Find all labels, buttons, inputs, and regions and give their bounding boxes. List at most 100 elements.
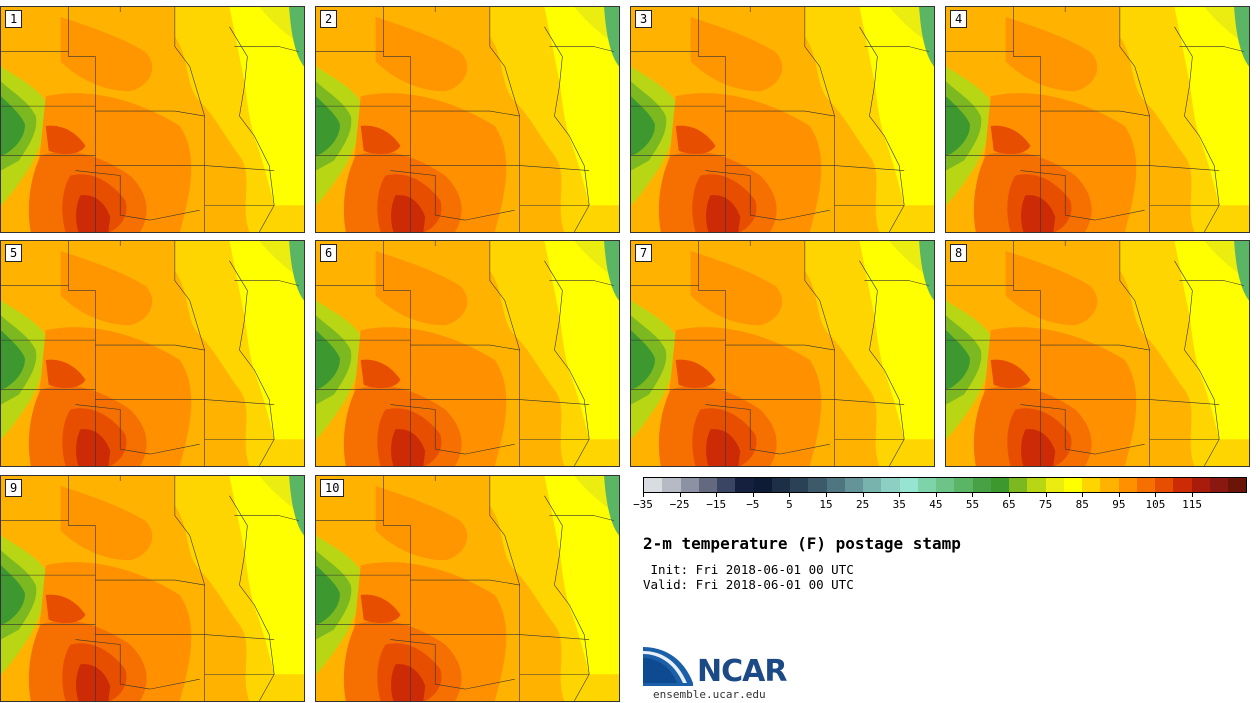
map-panel-8: 8 bbox=[945, 240, 1250, 467]
panel-number-label: 1 bbox=[5, 10, 23, 28]
colorbar-tick-label: 75 bbox=[1039, 498, 1053, 511]
ncar-logo-text: NCAR bbox=[697, 654, 787, 689]
colorbar-segment bbox=[881, 478, 900, 492]
map-panel-4: 4 bbox=[945, 6, 1250, 233]
colorbar-segment bbox=[1045, 478, 1064, 492]
colorbar-tick bbox=[826, 493, 828, 497]
colorbar-segment bbox=[753, 478, 772, 492]
colorbar-segment bbox=[863, 478, 882, 492]
colorbar-segment bbox=[1118, 478, 1137, 492]
panel-number-label: 7 bbox=[635, 244, 653, 262]
colorbar-segment bbox=[771, 478, 790, 492]
temperature-map bbox=[1, 7, 304, 232]
temperature-map bbox=[946, 241, 1249, 466]
temperature-map bbox=[316, 241, 619, 466]
panel-number-label: 6 bbox=[320, 244, 338, 262]
colorbar-tick-label: −5 bbox=[746, 498, 760, 511]
colorbar-segment bbox=[936, 478, 955, 492]
colorbar-tick-label: 55 bbox=[965, 498, 980, 511]
colorbar-segment bbox=[1063, 478, 1082, 492]
valid-time: Valid: Fri 2018-06-01 00 UTC bbox=[643, 577, 854, 592]
colorbar-segment bbox=[1191, 478, 1210, 492]
panel-number-label: 10 bbox=[320, 479, 345, 497]
init-time: Init: Fri 2018-06-01 00 UTC bbox=[643, 562, 854, 577]
colorbar-tick-label: 45 bbox=[929, 498, 943, 511]
panel-number-label: 3 bbox=[635, 10, 653, 28]
colorbar-tick-label: −25 bbox=[669, 498, 690, 511]
colorbar-segment bbox=[990, 478, 1009, 492]
temperature-colorbar bbox=[643, 477, 1247, 493]
colorbar-segment bbox=[1100, 478, 1119, 492]
colorbar-tick bbox=[899, 493, 901, 497]
colorbar-tick-label: 85 bbox=[1075, 498, 1089, 511]
colorbar-segment bbox=[1027, 478, 1046, 492]
colorbar-segment bbox=[1155, 478, 1174, 492]
temperature-map bbox=[1, 241, 304, 466]
temperature-map bbox=[316, 7, 619, 232]
colorbar-segment bbox=[790, 478, 809, 492]
colorbar-tick bbox=[752, 493, 754, 497]
colorbar-segment bbox=[954, 478, 973, 492]
panel-number-label: 8 bbox=[950, 244, 968, 262]
map-panel-6: 6 bbox=[315, 240, 620, 467]
colorbar-tick-label: 5 bbox=[786, 498, 793, 511]
colorbar-segment bbox=[844, 478, 863, 492]
colorbar-tick bbox=[1009, 493, 1011, 497]
colorbar-segment bbox=[698, 478, 717, 492]
colorbar-segment bbox=[1173, 478, 1192, 492]
colorbar-segment bbox=[1228, 478, 1247, 492]
colorbar-tick-label: 95 bbox=[1112, 498, 1126, 511]
colorbar-tick bbox=[789, 493, 791, 497]
colorbar-tick-label: 15 bbox=[819, 498, 833, 511]
panel-number-label: 2 bbox=[320, 10, 338, 28]
temperature-map bbox=[316, 476, 619, 701]
colorbar-tick bbox=[972, 493, 974, 497]
colorbar-tick bbox=[1155, 493, 1157, 497]
colorbar-segment bbox=[972, 478, 991, 492]
colorbar-tick-label: 65 bbox=[1002, 498, 1016, 511]
temperature-map bbox=[631, 7, 934, 232]
website-link[interactable]: ensemble.ucar.edu bbox=[653, 688, 766, 701]
map-panel-9: 9 bbox=[0, 475, 305, 702]
colorbar-segment bbox=[644, 478, 663, 492]
colorbar-segment bbox=[826, 478, 845, 492]
panel-number-label: 4 bbox=[950, 10, 968, 28]
colorbar-tick bbox=[1118, 493, 1120, 497]
map-panel-5: 5 bbox=[0, 240, 305, 467]
colorbar-tick bbox=[1045, 493, 1047, 497]
panel-number-label: 9 bbox=[5, 479, 23, 497]
colorbar-tick bbox=[1192, 493, 1194, 497]
colorbar-tick bbox=[1082, 493, 1084, 497]
ncar-logo-icon bbox=[643, 647, 693, 686]
map-panel-10: 10 bbox=[315, 475, 620, 702]
map-panel-7: 7 bbox=[630, 240, 935, 467]
colorbar-tick bbox=[862, 493, 864, 497]
colorbar-tick bbox=[935, 493, 937, 497]
colorbar-tick-label: 35 bbox=[892, 498, 906, 511]
colorbar-segment bbox=[899, 478, 918, 492]
colorbar-segment bbox=[1009, 478, 1028, 492]
colorbar-segment bbox=[1082, 478, 1101, 492]
temperature-map bbox=[631, 241, 934, 466]
colorbar-tick bbox=[716, 493, 718, 497]
temperature-map bbox=[946, 7, 1249, 232]
plot-title: 2-m temperature (F) postage stamp bbox=[643, 534, 961, 553]
colorbar-tick-label: 105 bbox=[1145, 498, 1166, 511]
colorbar-tick bbox=[643, 493, 644, 497]
colorbar-tick-label: 115 bbox=[1182, 498, 1203, 511]
colorbar-tick-label: −35 bbox=[633, 498, 653, 511]
colorbar-segment bbox=[717, 478, 736, 492]
colorbar-tick-label: 25 bbox=[856, 498, 870, 511]
colorbar-tick bbox=[679, 493, 681, 497]
colorbar-segment bbox=[1136, 478, 1155, 492]
colorbar-segment bbox=[680, 478, 699, 492]
panel-number-label: 5 bbox=[5, 244, 23, 262]
temperature-map bbox=[1, 476, 304, 701]
map-panel-1: 1 bbox=[0, 6, 305, 233]
colorbar-segment bbox=[735, 478, 754, 492]
map-panel-3: 3 bbox=[630, 6, 935, 233]
colorbar-segment bbox=[1209, 478, 1228, 492]
colorbar-ticks: −35 −25 −15 −5 5 15 25 35 45 55 65 75 85 95 105 115 bbox=[633, 493, 1247, 515]
colorbar-segment bbox=[917, 478, 936, 492]
colorbar-segment bbox=[662, 478, 681, 492]
